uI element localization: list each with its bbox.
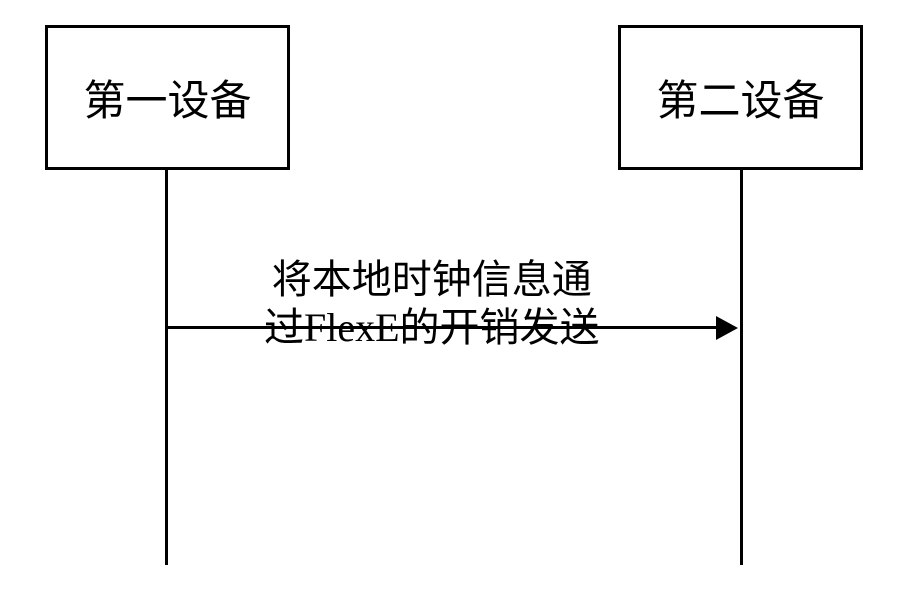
message-arrow-head (716, 316, 738, 340)
message-text-line2: 过FlexE的开销发送 (264, 304, 600, 352)
participant-box-1: 第一设备 (45, 25, 290, 170)
participant-box-2: 第二设备 (618, 25, 863, 170)
message-text: 将本地时钟信息通 过FlexE的开销发送 (264, 256, 600, 352)
lifeline-2 (740, 170, 743, 565)
participant-label-2: 第二设备 (656, 67, 824, 128)
lifeline-1 (165, 170, 168, 565)
message-text-line1: 将本地时钟信息通 (264, 256, 600, 304)
participant-label-1: 第一设备 (83, 67, 251, 128)
